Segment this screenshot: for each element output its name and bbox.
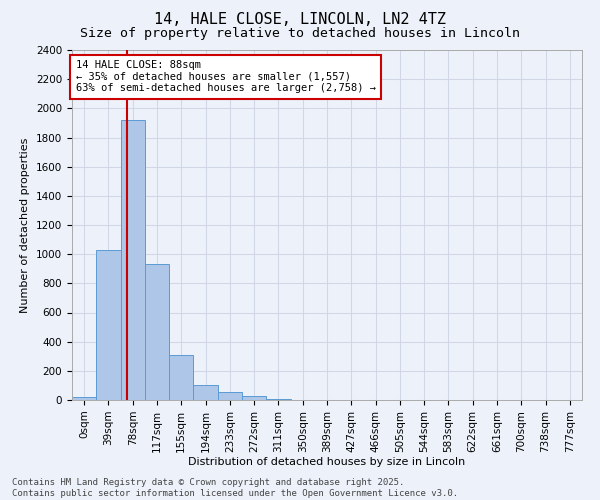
Bar [96,250,121,400]
Text: Contains HM Land Registry data © Crown copyright and database right 2025.
Contai: Contains HM Land Registry data © Crown c… [12,478,458,498]
Bar [193,384,218,400]
Text: Size of property relative to detached houses in Lincoln: Size of property relative to detached ho… [80,28,520,40]
Bar [218,392,242,400]
Bar [169,355,193,400]
Bar [72,397,96,400]
Bar [121,120,145,400]
Bar [145,264,169,400]
Bar [242,396,266,400]
X-axis label: Distribution of detached houses by size in Lincoln: Distribution of detached houses by size … [188,458,466,468]
Y-axis label: Number of detached properties: Number of detached properties [20,138,31,312]
Text: 14 HALE CLOSE: 88sqm
← 35% of detached houses are smaller (1,557)
63% of semi-de: 14 HALE CLOSE: 88sqm ← 35% of detached h… [76,60,376,94]
Text: 14, HALE CLOSE, LINCOLN, LN2 4TZ: 14, HALE CLOSE, LINCOLN, LN2 4TZ [154,12,446,28]
